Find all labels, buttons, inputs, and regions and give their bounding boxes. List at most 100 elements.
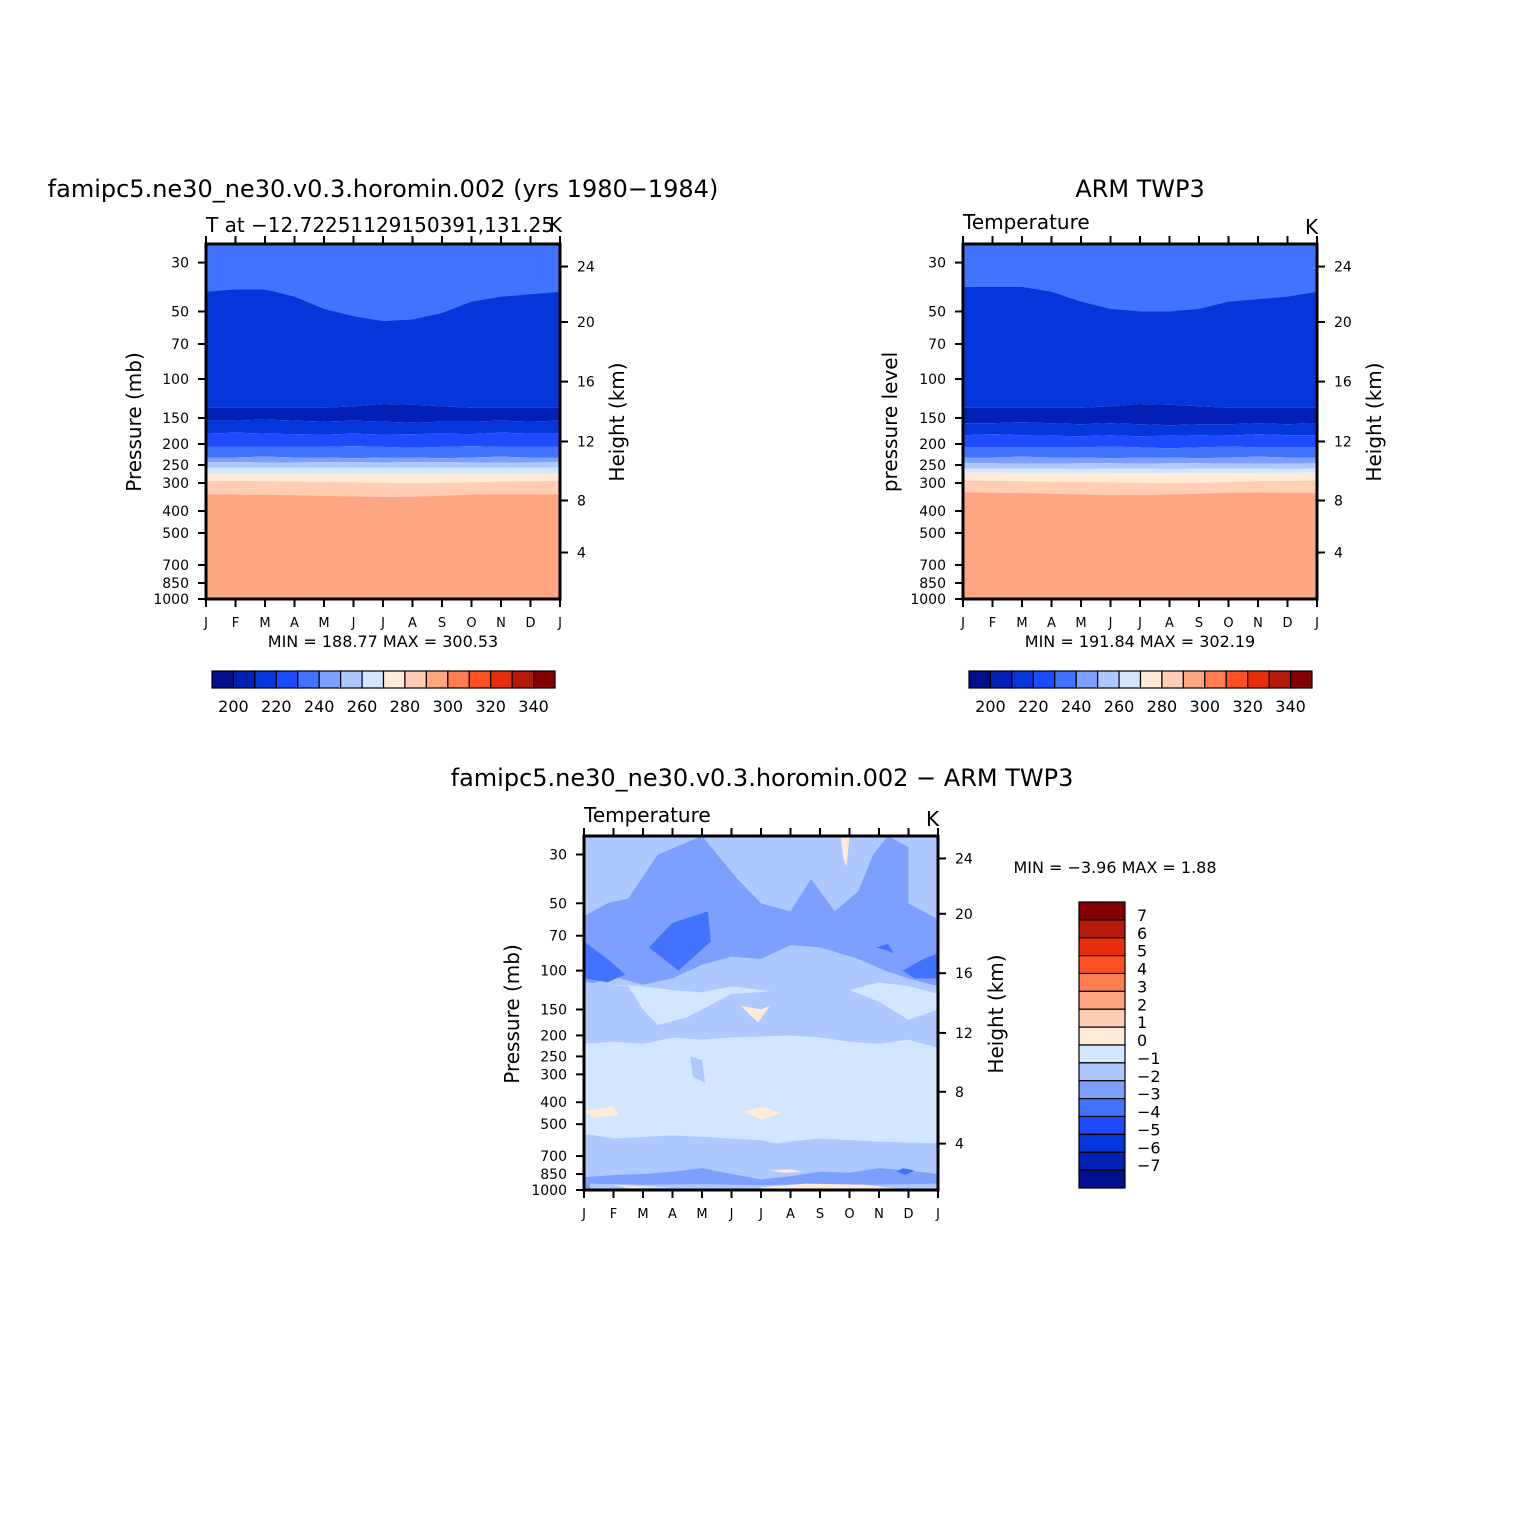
colorbar-label: 7 (1137, 906, 1147, 925)
contour-region (761, 1183, 894, 1190)
x-tick-label: A (1047, 616, 1056, 631)
contour-band (206, 289, 560, 408)
colorbar-swatch (1078, 972, 1126, 992)
contour-band (206, 419, 560, 435)
colorbar-swatch (361, 670, 385, 689)
panel2-units: K (1305, 215, 1319, 239)
colorbar-swatch (989, 670, 1013, 689)
x-tick-label: D (903, 1207, 913, 1222)
panel2-title: ARM TWP3 (1075, 175, 1205, 203)
contour-region (690, 1056, 705, 1083)
colorbar-swatch (1078, 1062, 1126, 1082)
y-tick-label: 1000 (910, 592, 946, 608)
contour-band (206, 446, 560, 459)
panel3-title: famipc5.ne30_ne30.v0.3.horomin.002 − ARM… (451, 764, 1074, 792)
y2-tick-label: 8 (577, 493, 586, 509)
panel1-title: famipc5.ne30_ne30.v0.3.horomin.002 (yrs … (48, 175, 719, 203)
contour-field (584, 836, 938, 1190)
colorbar-swatch (211, 670, 235, 689)
y-tick-label: 1000 (153, 592, 189, 608)
contour-band (963, 480, 1317, 489)
y-tick-label: 400 (540, 1095, 567, 1111)
colorbar-swatch (425, 670, 449, 689)
contour-band (206, 494, 560, 599)
panel3-plot: J F M A M J J A S O N D J 30 50 70 100 150 200 250 300 400 500… (531, 828, 973, 1222)
contour-field (963, 244, 1317, 599)
x-tick-label: M (318, 616, 329, 631)
y-tick-label: 1000 (531, 1183, 567, 1199)
colorbar-label: 220 (1018, 697, 1049, 716)
x-tick-label: J (1314, 616, 1319, 631)
y-tick-label: 400 (919, 504, 946, 520)
colorbar-swatch (1182, 670, 1206, 689)
x-tick-label: N (874, 1207, 884, 1222)
contour-band (963, 486, 1317, 496)
contour-band (206, 487, 560, 497)
y-tick-label: 50 (928, 304, 946, 320)
contour-band (963, 472, 1317, 483)
contour-band (963, 434, 1317, 449)
panel2-minmax: MIN = 191.84 MAX = 302.19 (1025, 632, 1255, 651)
colorbar-swatch (1078, 990, 1126, 1010)
colorbar-swatch (1078, 1169, 1126, 1189)
y-tick-label: 150 (540, 1002, 567, 1018)
colorbar-swatch (404, 670, 427, 689)
colorbar-swatch (1078, 1080, 1126, 1100)
panel3-y2label: Height (km) (984, 954, 1008, 1073)
contour-band (963, 492, 1317, 599)
y2-tick-label: 20 (955, 907, 973, 923)
contour-band (963, 422, 1317, 437)
y2-tick-label: 16 (577, 375, 595, 391)
x-tick-label: J (351, 616, 356, 631)
x-tick-label: A (786, 1207, 795, 1222)
colorbar-label: 260 (347, 697, 378, 716)
colorbar-swatch (340, 670, 363, 689)
colorbar-swatch (232, 670, 256, 689)
x-tick-label: J (581, 1207, 586, 1222)
colorbar-label: 200 (218, 697, 249, 716)
y2-tick-label: 24 (577, 260, 595, 276)
contour-band (206, 244, 560, 331)
colorbar-label: −2 (1137, 1067, 1161, 1086)
y-tick-label: 30 (928, 256, 946, 272)
contour-region (584, 1106, 620, 1118)
colorbar-label: 320 (475, 697, 506, 716)
y-tick-label: 100 (540, 964, 567, 980)
contour-band (963, 287, 1317, 408)
y2-tick-label: 12 (1334, 434, 1352, 450)
x-tick-label: J (758, 1207, 763, 1222)
colorbar-swatch (1078, 1008, 1126, 1028)
contour-region (740, 1005, 770, 1023)
y-tick-label: 50 (549, 896, 567, 912)
y-tick-label: 70 (928, 337, 946, 353)
x-tick-label: J (935, 1207, 940, 1222)
y-tick-label: 50 (171, 304, 189, 320)
colorbar-label: −7 (1137, 1156, 1161, 1175)
x-tick-label: J (729, 1207, 734, 1222)
contour-region (769, 1169, 803, 1173)
contour-region (584, 941, 626, 983)
x-tick-label: A (1165, 616, 1174, 631)
x-tick-label: M (1016, 616, 1027, 631)
y-tick-label: 700 (162, 558, 189, 574)
contour-band (963, 463, 1317, 469)
panel1-colorbar: 200 220 240 260 280 300 320 340 (211, 670, 556, 716)
colorbar-swatch (275, 670, 299, 689)
y2-tick-label: 24 (955, 851, 973, 867)
x-tick-label: J (1108, 616, 1113, 631)
y-tick-label: 300 (540, 1067, 567, 1083)
colorbar-label: −4 (1137, 1103, 1161, 1122)
colorbar-label: 260 (1104, 697, 1135, 716)
colorbar-swatch (1011, 670, 1034, 689)
colorbar-swatch (254, 670, 277, 689)
y2-tick-label: 12 (577, 434, 595, 450)
contour-band (206, 432, 560, 448)
colorbar-swatch (1204, 670, 1227, 689)
x-tick-label: F (610, 1207, 617, 1222)
colorbar-label: 240 (304, 697, 335, 716)
colorbar-swatch (1078, 901, 1126, 921)
y-tick-label: 850 (919, 576, 946, 592)
contour-region (876, 943, 894, 954)
x-tick-label: J (557, 616, 562, 631)
y-tick-label: 100 (919, 372, 946, 388)
